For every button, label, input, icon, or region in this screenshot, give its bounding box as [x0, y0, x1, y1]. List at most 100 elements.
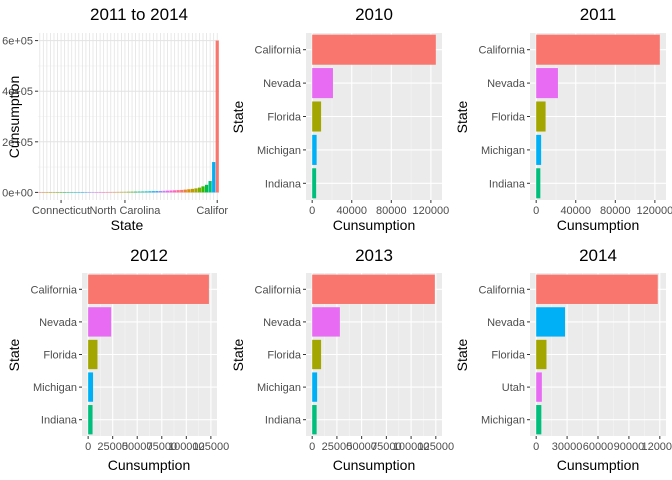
y-tick-label: Michigan	[33, 382, 77, 394]
x-axis-title: State	[111, 217, 144, 233]
bar	[94, 192, 99, 193]
x-tick-label: 50000	[346, 441, 377, 453]
y-tick-label: California	[255, 284, 302, 296]
bar	[87, 192, 92, 193]
x-axis-title: Cunsumption	[333, 217, 416, 233]
bar-california	[312, 274, 435, 304]
y-tick-label: Nevada	[487, 317, 526, 329]
bar-florida	[88, 339, 98, 370]
bar	[70, 192, 74, 193]
bar	[137, 191, 141, 193]
y-tick-label: California	[479, 284, 526, 296]
y-tick-label: Florida	[491, 112, 526, 124]
bar	[130, 191, 134, 193]
bar-indiana	[312, 168, 317, 199]
bar-utah	[536, 372, 542, 402]
x-tick-label: 30000	[552, 441, 583, 453]
bar-california	[536, 34, 660, 65]
bar	[180, 189, 184, 193]
x-axis-title: Cunsumption	[557, 217, 640, 233]
bar-michigan	[88, 372, 94, 402]
bar-nevada	[536, 68, 558, 99]
y-tick-label: Nevada	[487, 78, 526, 90]
y-tick-label: Indiana	[265, 178, 302, 190]
bar	[212, 162, 216, 193]
bar-california	[88, 274, 209, 304]
x-tick-label: 120000	[413, 205, 450, 217]
panel-2010: California Nevada Florida Michigan Indiana 0 4…	[230, 5, 449, 233]
bar	[102, 192, 106, 193]
chart-title: 2010	[355, 5, 393, 24]
y-axis-title: State	[230, 100, 246, 133]
x-tick-label: 40000	[560, 205, 591, 217]
bar-michigan	[536, 134, 542, 165]
x-tick-label: 80000	[376, 205, 407, 217]
bar	[73, 192, 77, 193]
bar	[52, 192, 56, 193]
x-tick-label: 40000	[336, 205, 367, 217]
y-axis-title: State	[6, 338, 22, 371]
panel-2011-to-2014: 0e+00 2e+05 4e+05 6e+05 Connecticut North Car…	[2, 5, 228, 233]
x-tick-label: North Carolina	[89, 205, 161, 217]
x-tick-label: 25000	[97, 441, 128, 453]
bar-indiana	[88, 405, 93, 435]
bar	[116, 191, 120, 193]
bar	[162, 190, 166, 193]
bar-florida	[312, 101, 322, 132]
bar	[112, 191, 116, 193]
y-tick-label: Florida	[267, 350, 302, 362]
y-tick-label: 6e+05	[2, 36, 33, 48]
bar-nevada	[312, 68, 333, 99]
x-tick-label: 60000	[583, 441, 614, 453]
y-axis-title: State	[230, 338, 246, 371]
y-tick-label: 2e+05	[2, 137, 33, 149]
bar	[109, 191, 113, 193]
y-tick-label: 0e+00	[2, 187, 33, 199]
bar	[63, 192, 67, 193]
bar	[59, 192, 63, 193]
y-tick-label: Michigan	[257, 382, 301, 394]
bar	[119, 191, 123, 193]
bar-indiana	[312, 405, 317, 435]
bar	[144, 191, 148, 193]
bar-florida	[536, 339, 547, 370]
bar	[215, 40, 219, 193]
y-tick-label: Indiana	[265, 415, 302, 427]
y-axis-title: State	[454, 100, 470, 133]
x-tick-label: 100000	[393, 441, 430, 453]
bar	[165, 190, 170, 193]
chart-title: 2011	[580, 5, 617, 24]
x-tick-label: 75000	[371, 441, 402, 453]
y-tick-label: Florida	[267, 112, 302, 124]
y-tick-label: Utah	[502, 382, 525, 394]
bar	[201, 186, 205, 193]
x-tick-label: 120000	[637, 205, 672, 217]
bar	[173, 190, 177, 193]
bar-nevada	[88, 307, 112, 337]
bar	[66, 192, 70, 193]
y-tick-label: 4e+05	[2, 86, 33, 98]
x-tick-label: 125000	[417, 441, 454, 453]
chart-title: 2011 to 2014	[90, 5, 188, 24]
bar	[187, 189, 191, 193]
bar	[77, 192, 81, 193]
chart-title: 2013	[355, 246, 393, 265]
x-tick-label: 120000	[641, 441, 672, 453]
bar-michigan	[536, 405, 542, 435]
x-tick-label: 100000	[168, 441, 205, 453]
bar-california	[536, 274, 658, 304]
bar	[126, 191, 131, 193]
x-axis-title: Cunsumption	[333, 457, 416, 473]
x-tick-label: 25000	[322, 441, 353, 453]
x-tick-label: Connecticut	[32, 205, 90, 217]
bar	[80, 192, 84, 193]
bar	[190, 188, 194, 193]
bar-nevada	[312, 307, 340, 337]
bar	[194, 188, 198, 193]
bar-nevada	[536, 307, 566, 337]
x-tick-label: 0	[309, 441, 315, 453]
panel-2014: California Nevada Florida Utah Michigan 0 3000…	[454, 246, 672, 473]
